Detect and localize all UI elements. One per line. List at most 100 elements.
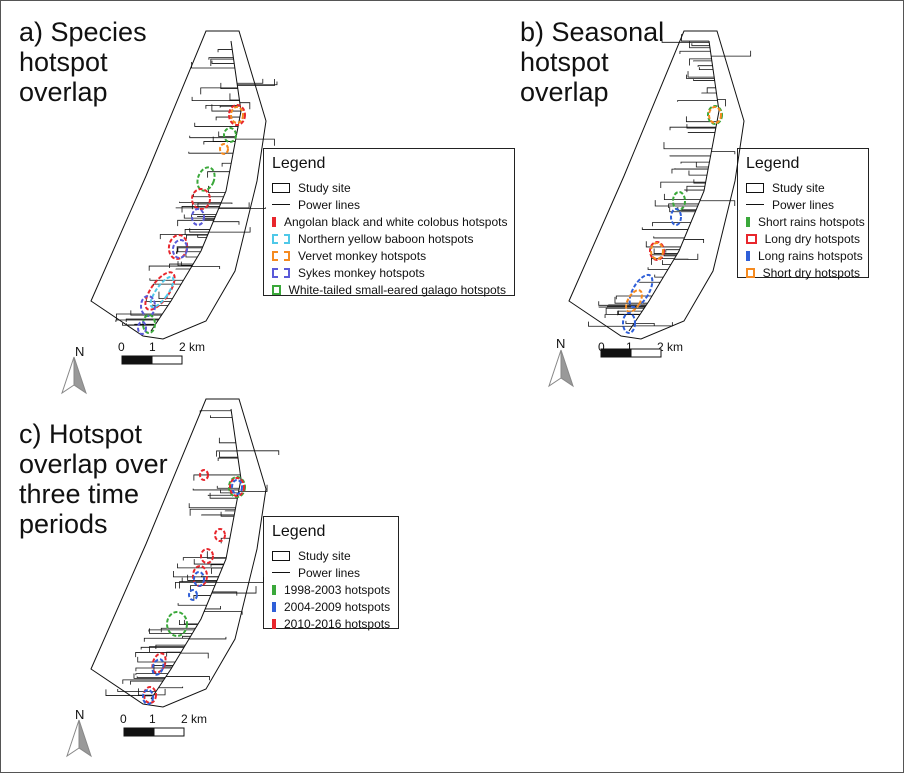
power-line	[684, 239, 704, 243]
power-line	[218, 458, 238, 461]
power-line	[204, 612, 242, 615]
power-line	[699, 67, 713, 69]
hotspot-ellipse	[141, 296, 155, 316]
power-line	[711, 51, 750, 56]
power-line	[686, 75, 714, 79]
power-line	[674, 254, 698, 260]
power-line	[141, 647, 184, 649]
power-line	[216, 577, 263, 582]
power-line	[662, 39, 709, 43]
power-line	[212, 592, 237, 596]
power-line	[216, 117, 240, 120]
power-line	[189, 637, 226, 639]
power-line	[192, 62, 235, 68]
north-arrow	[67, 720, 79, 756]
hotspot-ellipse	[192, 189, 210, 209]
power-line	[219, 131, 236, 136]
power-line	[211, 565, 224, 567]
hotspot-ellipse	[147, 274, 177, 310]
power-line	[161, 628, 195, 632]
power-line	[131, 681, 163, 685]
power-line	[694, 79, 715, 80]
scale-bar-segment	[122, 356, 152, 364]
power-line	[212, 61, 234, 64]
power-line	[191, 586, 215, 592]
power-line	[181, 653, 209, 658]
study-site-outline	[569, 31, 744, 339]
power-line	[681, 162, 709, 163]
north-arrow	[62, 357, 74, 393]
power-line	[192, 267, 220, 269]
power-line	[221, 203, 232, 204]
power-line	[221, 512, 234, 516]
hotspot-ellipse	[232, 480, 242, 494]
power-line	[136, 674, 168, 676]
power-line	[151, 41, 241, 331]
hotspot-ellipse	[194, 165, 217, 193]
hotspot-ellipse	[192, 209, 204, 225]
power-line	[176, 252, 200, 254]
power-line	[687, 186, 705, 192]
power-line	[655, 200, 698, 206]
power-line	[208, 172, 230, 178]
power-line	[689, 59, 711, 66]
power-line	[629, 41, 719, 331]
power-line	[626, 321, 634, 324]
power-line	[153, 284, 181, 286]
scale-bar-segment	[601, 349, 631, 357]
power-line	[149, 630, 195, 632]
power-line	[666, 250, 680, 253]
power-line	[654, 236, 685, 238]
power-line	[150, 278, 184, 280]
hotspot-ellipse	[709, 107, 721, 123]
power-line	[694, 179, 706, 183]
power-line	[151, 409, 241, 699]
hotspot-ellipse	[194, 572, 204, 586]
power-line	[123, 680, 164, 684]
hotspot-ellipse	[138, 322, 146, 334]
hotspot-ellipse	[215, 529, 225, 541]
power-line	[634, 323, 654, 325]
power-line	[200, 411, 231, 413]
hotspot-ellipse	[220, 144, 228, 154]
power-line	[230, 93, 239, 100]
hotspot-ellipse	[224, 128, 236, 142]
power-line	[144, 638, 189, 642]
power-line	[186, 252, 197, 257]
hotspot-ellipse	[673, 192, 685, 210]
power-line	[222, 163, 231, 166]
power-line	[218, 50, 232, 53]
hotspot-ellipse	[623, 288, 645, 315]
power-line	[213, 222, 239, 225]
power-line	[153, 304, 168, 305]
hotspot-ellipse	[651, 243, 663, 259]
power-line	[237, 451, 279, 455]
north-arrow	[549, 350, 561, 386]
power-line	[632, 322, 672, 326]
power-line	[237, 79, 263, 83]
power-line	[210, 415, 232, 417]
power-line	[220, 452, 238, 457]
power-line	[672, 169, 708, 173]
power-line	[678, 101, 718, 102]
hotspot-ellipse	[140, 268, 180, 314]
power-line	[698, 66, 712, 67]
scale-bar-segment	[124, 728, 154, 736]
scale-bar-segment	[631, 349, 661, 357]
power-line	[648, 267, 668, 269]
power-line	[663, 260, 671, 264]
power-line	[149, 266, 192, 271]
hotspot-ellipse	[623, 313, 635, 333]
power-line	[208, 186, 225, 193]
power-line	[670, 127, 716, 130]
power-line	[707, 88, 716, 93]
power-line	[655, 275, 664, 277]
power-line	[685, 189, 704, 190]
power-line	[688, 71, 714, 77]
north-arrow	[79, 720, 91, 756]
study-site-outline	[91, 399, 266, 707]
power-line	[178, 603, 207, 605]
scale-bar-segment	[152, 356, 182, 364]
